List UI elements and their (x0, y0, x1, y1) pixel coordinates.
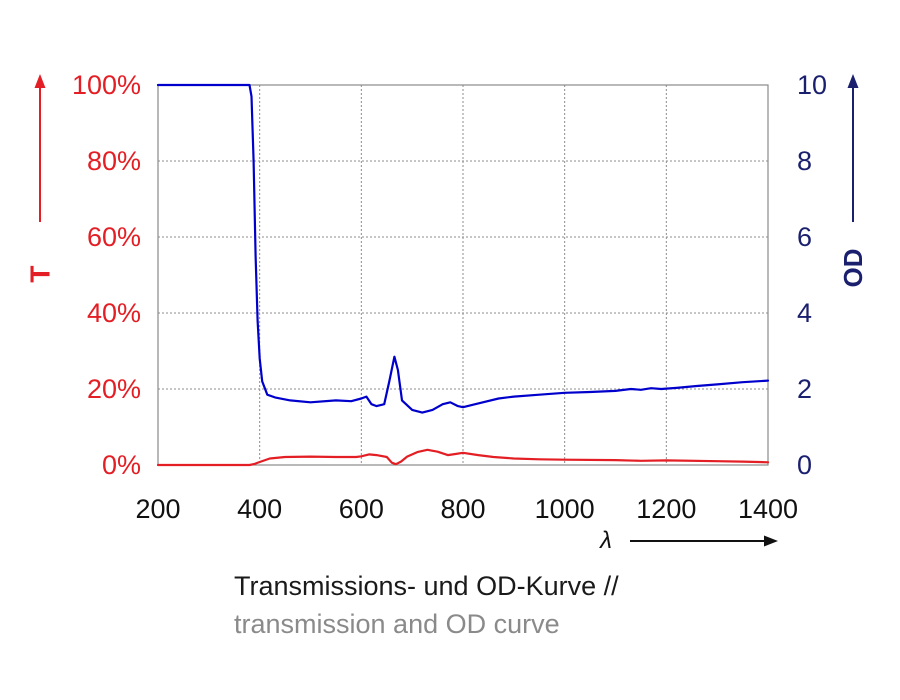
x-tick-label: 200 (135, 494, 180, 524)
right-tick-label: 10 (797, 70, 827, 100)
right-tick-label: 8 (797, 146, 812, 176)
caption-german: Transmissions- und OD-Kurve // (234, 571, 619, 601)
left-axis-arrow-icon (34, 74, 46, 88)
right-axis-arrow-icon (847, 74, 859, 88)
x-tick-labels: 200 400 600 800 1000 1200 1400 (135, 494, 798, 524)
right-tick-label: 4 (797, 298, 812, 328)
series-line-od (156, 83, 770, 414)
left-tick-label: 40% (87, 298, 141, 328)
x-axis-arrow-icon (764, 535, 778, 547)
left-axis-label: T (25, 265, 56, 282)
right-tick-label: 2 (797, 374, 812, 404)
left-tick-label: 0% (102, 450, 141, 480)
right-tick-labels: 0 2 4 6 8 10 (797, 70, 827, 480)
x-tick-label: 1200 (636, 494, 696, 524)
right-axis-label: OD (838, 249, 868, 288)
caption-english: transmission and OD curve (234, 609, 560, 639)
x-tick-label: 800 (440, 494, 485, 524)
left-tick-label: 20% (87, 374, 141, 404)
left-tick-label: 100% (72, 70, 141, 100)
plot-frame (157, 84, 769, 466)
x-tick-label: 600 (339, 494, 384, 524)
x-tick-label: 400 (237, 494, 282, 524)
series-layer (156, 83, 770, 467)
left-tick-label: 60% (87, 222, 141, 252)
x-tick-label: 1000 (535, 494, 595, 524)
left-tick-label: 80% (87, 146, 141, 176)
right-tick-label: 0 (797, 450, 812, 480)
x-axis-label: λ (598, 527, 612, 554)
left-tick-labels: 0% 20% 40% 60% 80% 100% (72, 70, 141, 480)
series-line-t (156, 448, 770, 467)
x-tick-label: 1400 (738, 494, 798, 524)
right-tick-label: 6 (797, 222, 812, 252)
